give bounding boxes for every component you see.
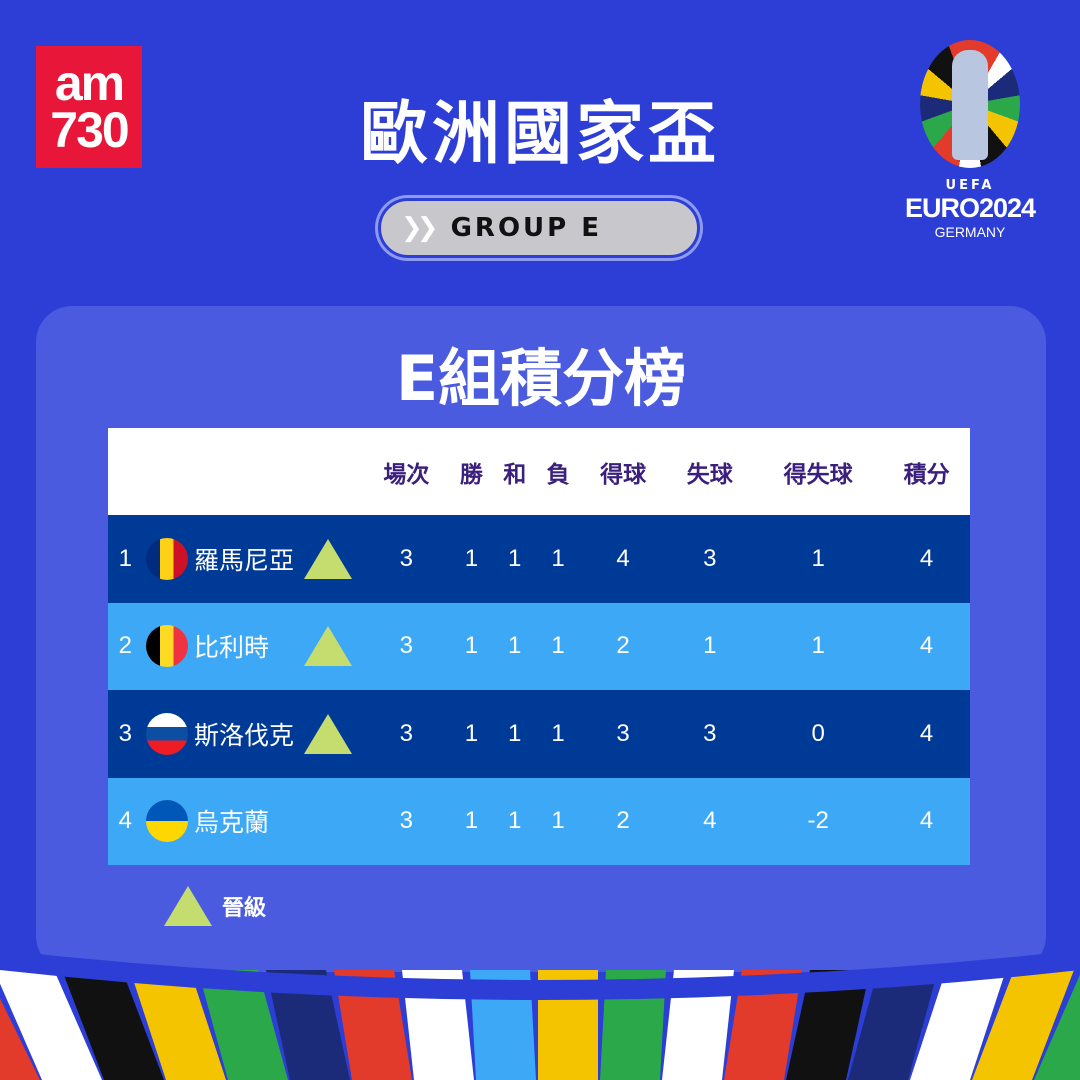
standings-title: E組積分榜	[395, 342, 687, 415]
stat-cell: 3	[616, 719, 630, 747]
stat-cell: 4	[919, 544, 934, 572]
stripe	[972, 970, 1074, 1080]
stripe	[848, 970, 938, 1080]
rank: 3	[118, 719, 132, 747]
stat-cell: 1	[551, 544, 565, 572]
table-row: 3 斯洛伐克 3 1 1 1 3 3 0 4	[108, 690, 970, 778]
stripe	[786, 970, 870, 1080]
flag-icon	[146, 625, 188, 668]
stat-cell: 1	[811, 544, 825, 572]
trophy-icon	[920, 40, 1020, 168]
stripe	[198, 970, 288, 1080]
flag-icon	[146, 537, 188, 580]
flag-icon	[146, 712, 188, 755]
decorative-stripes	[0, 950, 1080, 1080]
team-name: 斯洛伐克	[194, 721, 295, 750]
stat-cell: 4	[919, 632, 934, 660]
team-name: 烏克蘭	[194, 809, 270, 838]
stat-cell: 1	[464, 544, 479, 572]
group-badge: ❯❯ GROUP E	[378, 198, 700, 258]
team-cell: 3 斯洛伐克	[108, 690, 363, 778]
stat-cell: 2	[616, 807, 630, 835]
legend-label: 晉級	[222, 896, 267, 921]
stat-cell: 3	[399, 544, 414, 572]
logo-text-bottom: 730	[50, 102, 129, 158]
stat-cell: 3	[399, 719, 414, 747]
team-column-header	[108, 428, 363, 515]
stat-cell: 1	[551, 719, 565, 747]
table-row: 1 羅馬尼亞 3 1 1 1 4 3 1 4	[108, 515, 970, 603]
stat-cell: 4	[919, 807, 934, 835]
am730-logo: am 730	[36, 46, 142, 168]
team-cell: 2 比利時	[108, 603, 363, 691]
rank: 4	[118, 807, 132, 835]
euro2024-logo: UEFA EURO2024 GERMANY	[890, 40, 1050, 240]
team-cell: 1 羅馬尼亞	[108, 515, 363, 603]
team-name: 羅馬尼亞	[194, 546, 295, 575]
stat-cell: 1	[508, 632, 522, 660]
stat-cell: 1	[464, 632, 479, 660]
stripe	[62, 970, 164, 1080]
stripe	[724, 970, 802, 1080]
stat-cell: 1	[811, 632, 825, 660]
stripe	[0, 998, 40, 1080]
double-chevron-right-icon: ❯❯	[401, 213, 438, 243]
column-header: 勝	[459, 460, 483, 487]
column-header: 得球	[600, 460, 647, 487]
group-label: GROUP E	[450, 213, 603, 243]
rank: 1	[118, 544, 132, 572]
standings-table: 場次 勝 和 負 得球 失球 得失球 積分 1 羅馬尼亞 3 1 1 1 4 3 1 4 2 …	[108, 428, 970, 865]
qualified-triangle-icon	[304, 713, 352, 754]
stat-cell: 3	[399, 807, 414, 835]
stat-cell: 1	[551, 632, 565, 660]
stat-cell: 4	[616, 544, 630, 572]
stat-cell: -2	[807, 807, 829, 835]
stripe	[266, 970, 350, 1080]
stat-cell: 1	[551, 807, 565, 835]
column-header: 失球	[686, 460, 733, 487]
stat-cell: 1	[703, 632, 717, 660]
column-header: 和	[503, 460, 527, 487]
logo-text-top: am	[54, 54, 125, 111]
stat-cell: 2	[616, 632, 630, 660]
uefa-text: UEFA	[945, 178, 995, 193]
stat-cell: 3	[399, 632, 414, 660]
stripe	[910, 970, 1006, 1080]
stat-cell: 1	[464, 807, 479, 835]
flag-icon	[146, 800, 188, 843]
table-header: 場次 勝 和 負 得球 失球 得失球 積分	[108, 428, 970, 515]
stripe	[130, 970, 226, 1080]
stat-cell: 1	[508, 807, 522, 835]
stripe	[0, 970, 102, 1080]
table-row: 4 烏克蘭 3 1 1 1 2 4 -2 4	[108, 777, 970, 866]
stat-cell: 1	[508, 719, 522, 747]
stat-cell: 3	[703, 719, 717, 747]
column-header: 得失球	[783, 460, 853, 487]
euro-country: GERMANY	[934, 224, 1006, 240]
euro-name: EURO2024	[904, 193, 1036, 223]
stat-cell: 4	[703, 807, 717, 835]
column-header: 積分	[903, 460, 950, 487]
table-row: 2 比利時 3 1 1 1 2 1 1 4	[108, 602, 970, 691]
qualified-triangle-icon	[304, 626, 352, 667]
stat-cell: 1	[508, 544, 522, 572]
page-title: 歐洲國家盃	[359, 95, 720, 174]
team-name: 比利時	[194, 634, 270, 663]
qualified-triangle-icon	[164, 886, 212, 926]
column-header: 場次	[383, 460, 430, 487]
legend: 晉級	[164, 886, 266, 926]
stat-cell: 0	[811, 719, 825, 747]
column-header: 負	[546, 460, 570, 487]
rank: 2	[118, 632, 132, 660]
stat-cell: 1	[464, 719, 479, 747]
stat-cell: 4	[919, 719, 934, 747]
qualified-triangle-icon	[304, 538, 352, 579]
stat-cell: 3	[703, 544, 717, 572]
team-cell: 4 烏克蘭	[108, 778, 363, 866]
